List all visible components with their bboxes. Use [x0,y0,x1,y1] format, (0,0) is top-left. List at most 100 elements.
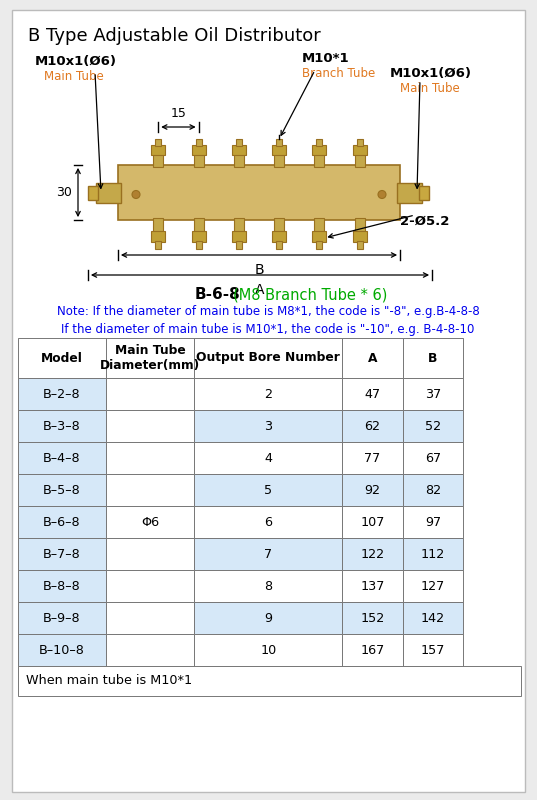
Text: 15: 15 [170,107,186,120]
Bar [419,186,429,199]
Bar [343,634,403,666]
Bar [96,182,121,202]
Text: 37: 37 [425,387,441,401]
Text: (M8 Branch Tube * 6): (M8 Branch Tube * 6) [233,287,387,302]
Text: 137: 137 [360,579,385,593]
Text: A: A [255,283,265,297]
Bar [18,338,106,378]
Bar [316,241,322,249]
Bar [106,338,194,378]
Text: 152: 152 [360,611,384,625]
Text: 6: 6 [264,515,272,529]
Bar [236,139,242,146]
Bar [193,153,204,167]
Bar [403,442,463,474]
Bar [343,602,403,634]
Bar [193,218,204,232]
Bar [155,139,161,146]
Text: 52: 52 [425,419,441,433]
Bar [18,538,106,570]
Text: 167: 167 [360,643,384,657]
Bar [106,474,194,506]
Text: B–9–8: B–9–8 [43,611,81,625]
Text: 2: 2 [264,387,272,401]
Text: A: A [368,351,378,365]
Bar [106,506,194,538]
Text: B-6-8: B-6-8 [195,287,241,302]
Bar [195,241,201,249]
Bar [276,241,282,249]
Text: 82: 82 [425,483,441,497]
Bar [194,474,343,506]
Text: Note: If the diameter of main tube is M8*1, the code is "-8", e.g.B-4-8-8: Note: If the diameter of main tube is M8… [56,305,480,318]
Text: 47: 47 [365,387,381,401]
Bar [343,378,403,410]
Bar [194,378,343,410]
Text: B–2–8: B–2–8 [43,387,81,401]
Text: 62: 62 [365,419,381,433]
Text: B–7–8: B–7–8 [43,547,81,561]
Bar [232,231,246,242]
Text: B–4–8: B–4–8 [43,451,81,465]
Bar [194,634,343,666]
Text: 7: 7 [264,547,272,561]
Bar [272,145,286,155]
Bar [18,506,106,538]
Bar [18,442,106,474]
Bar [106,634,194,666]
Bar [18,570,106,602]
Bar [18,378,106,410]
Bar [234,218,244,232]
Bar [272,231,286,242]
Bar [194,506,343,538]
Text: Main Tube: Main Tube [44,70,104,83]
Bar [353,231,367,242]
Bar [403,602,463,634]
Text: 4: 4 [264,451,272,465]
Bar [194,538,343,570]
Bar [313,145,326,155]
Bar [343,538,403,570]
Text: 30: 30 [56,186,72,199]
Bar [343,410,403,442]
Text: 107: 107 [360,515,385,529]
Bar [194,602,343,634]
Bar [106,570,194,602]
Text: M10x1(Ø6): M10x1(Ø6) [390,67,472,80]
Text: Output Bore Number: Output Bore Number [197,351,340,365]
Text: B–3–8: B–3–8 [43,419,81,433]
Text: 97: 97 [425,515,441,529]
Text: B Type Adjustable Oil Distributor: B Type Adjustable Oil Distributor [28,27,321,45]
Bar [106,378,194,410]
Bar [343,474,403,506]
Text: B–10–8: B–10–8 [39,643,85,657]
Bar [353,145,367,155]
Bar [194,442,343,474]
Text: 77: 77 [365,451,381,465]
Bar [192,231,206,242]
Text: M10*1: M10*1 [302,52,350,65]
Bar [234,153,244,167]
Bar [153,153,163,167]
Text: Φ6: Φ6 [141,515,159,529]
Text: 5: 5 [264,483,272,497]
Text: B: B [429,351,438,365]
Bar [403,378,463,410]
Text: Branch Tube: Branch Tube [302,67,375,80]
Text: When main tube is M10*1: When main tube is M10*1 [26,674,192,687]
Text: 3: 3 [264,419,272,433]
Bar [355,218,365,232]
Bar [151,231,165,242]
Bar [151,145,165,155]
Bar [274,153,284,167]
Text: B–6–8: B–6–8 [43,515,81,529]
Bar [192,145,206,155]
Bar [403,506,463,538]
Bar [343,442,403,474]
Bar [106,410,194,442]
Bar [343,338,403,378]
Text: B–5–8: B–5–8 [43,483,81,497]
Bar [313,231,326,242]
Bar [397,182,422,202]
Bar [106,602,194,634]
